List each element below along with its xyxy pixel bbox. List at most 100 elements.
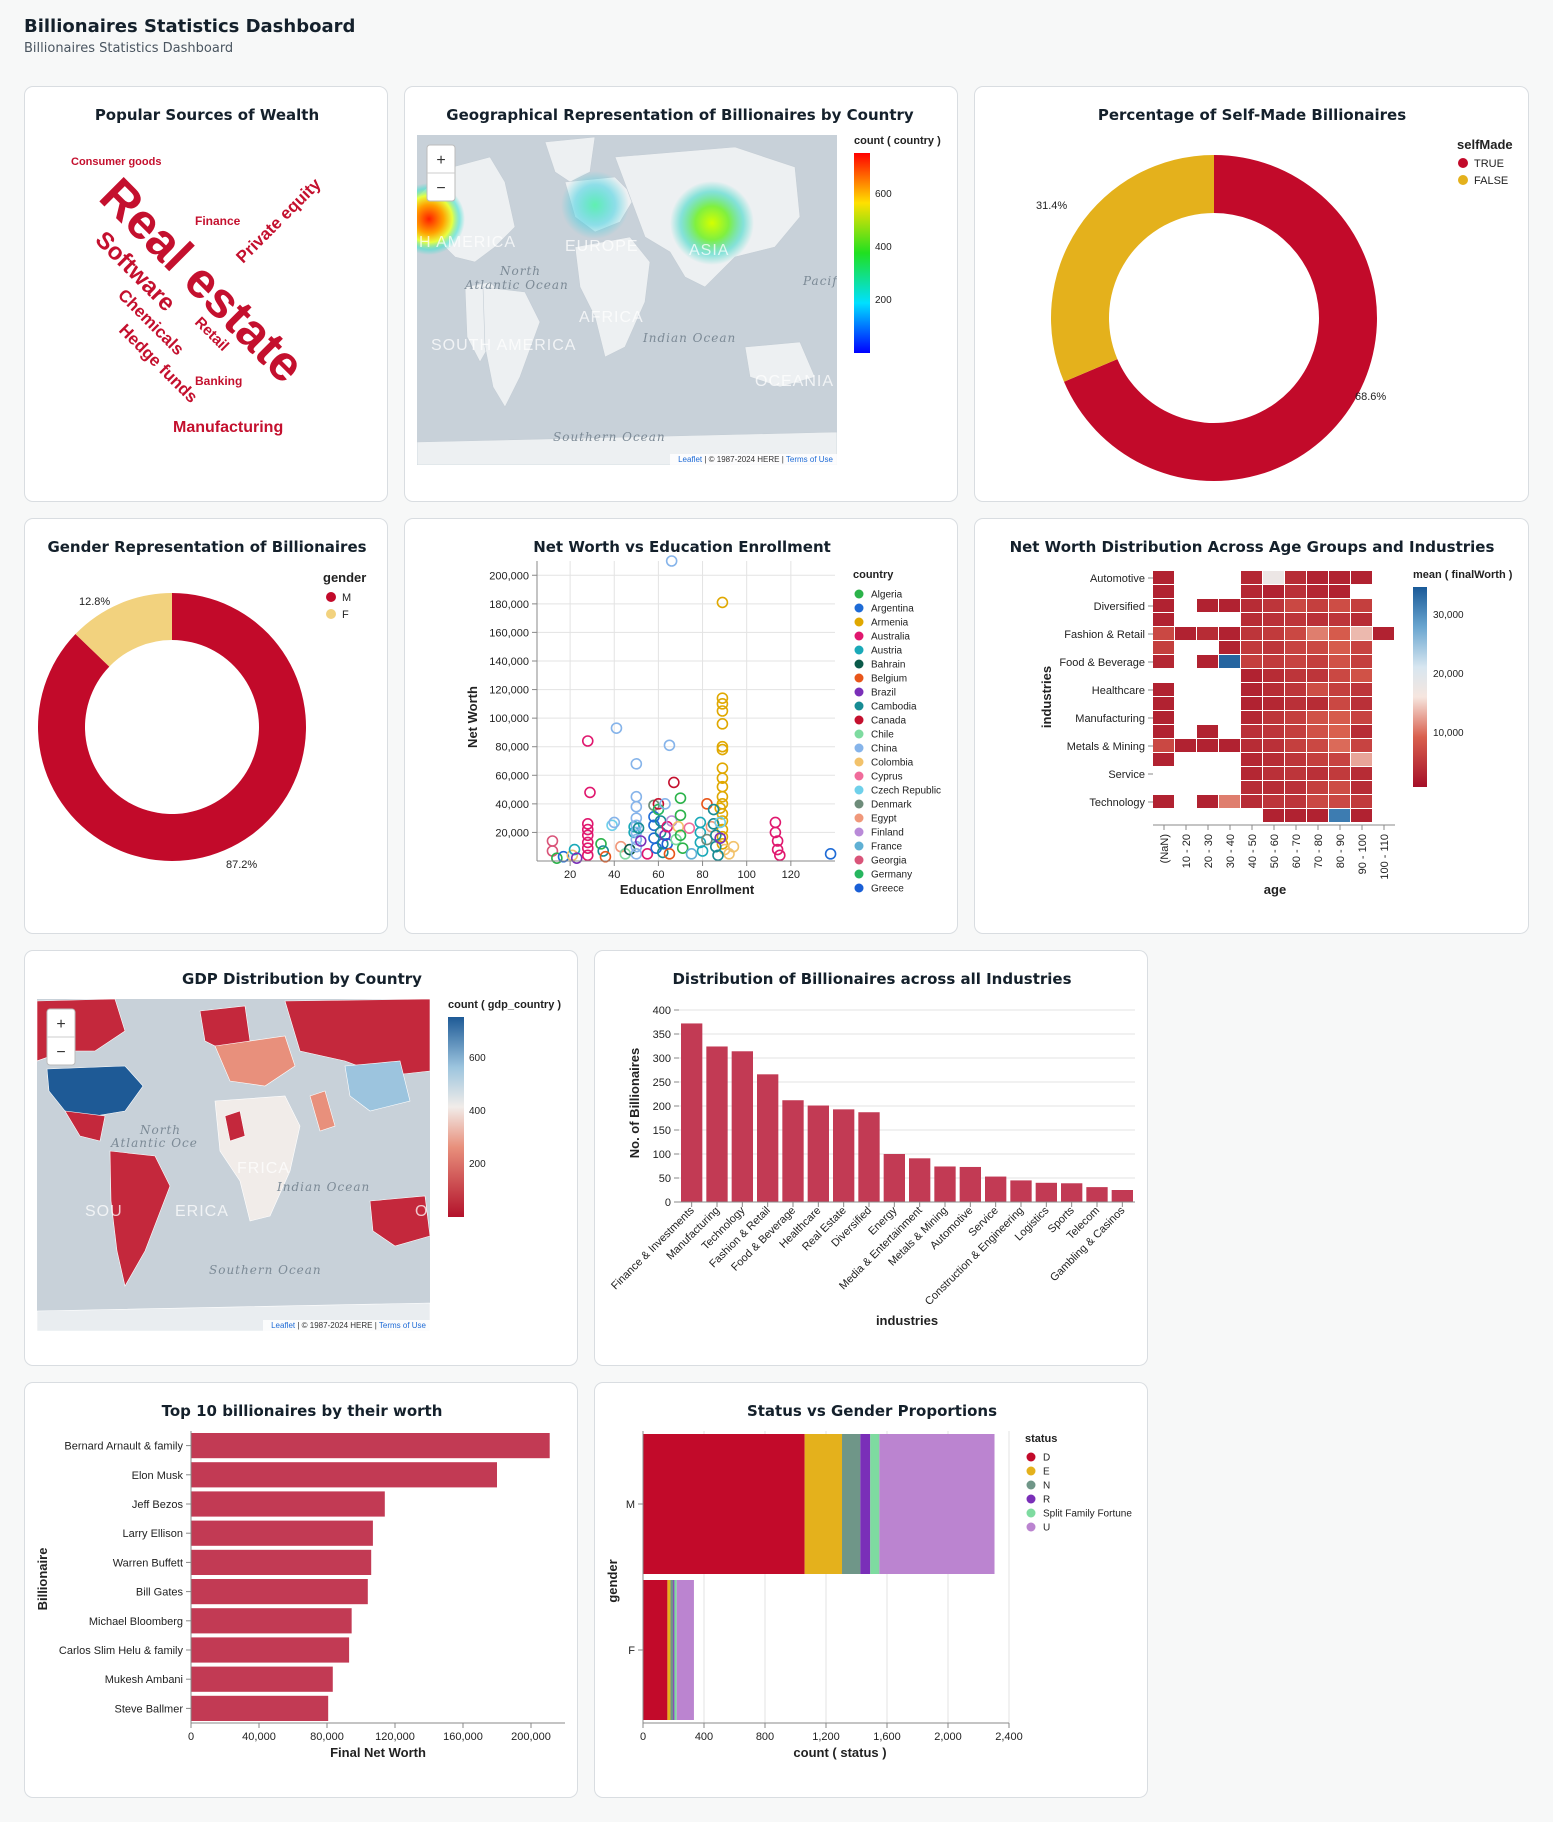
heatmap-cell[interactable] — [1307, 683, 1328, 696]
heatmap-map-canvas[interactable]: H AMERICA EUROPE ASIA AFRICA SOUTH AMERI… — [405, 135, 839, 465]
scatter-point[interactable] — [674, 792, 687, 804]
heatmap-cell[interactable] — [1153, 627, 1174, 640]
heatmap-cell[interactable] — [1153, 697, 1174, 710]
heatmap-cell[interactable] — [1241, 767, 1262, 780]
heatmap-cell[interactable] — [1307, 599, 1328, 612]
scatter-legend-item[interactable]: Georgia — [871, 856, 907, 867]
heatmap-cell[interactable] — [1329, 809, 1350, 822]
heatmap-cell[interactable] — [1307, 627, 1328, 640]
scatter-point[interactable] — [581, 829, 594, 842]
heatmap-cell[interactable] — [1285, 809, 1306, 822]
scatter-point[interactable] — [714, 816, 727, 829]
scatter-point[interactable] — [630, 819, 643, 832]
heatmap-cell[interactable] — [1329, 669, 1350, 682]
scatter-point[interactable] — [707, 803, 720, 816]
legend-true-label[interactable]: TRUE — [1474, 158, 1504, 170]
scatter-legend-item[interactable]: Austria — [871, 646, 903, 657]
status-bar-segment[interactable] — [842, 1434, 861, 1574]
heatmap-cell[interactable] — [1197, 599, 1218, 612]
heatmap-cell[interactable] — [1175, 739, 1196, 752]
heatmap-cell[interactable] — [1307, 795, 1328, 808]
heatmap-cell[interactable] — [1219, 599, 1240, 612]
scatter-legend-item[interactable]: France — [871, 842, 903, 853]
top10-bar[interactable] — [191, 1433, 550, 1459]
top10-bar[interactable] — [191, 1520, 373, 1546]
heatmap-cell[interactable] — [1263, 725, 1284, 738]
heatmap-cell[interactable] — [1175, 627, 1196, 640]
heatmap-cell[interactable] — [1351, 613, 1372, 626]
heatmap-cell[interactable] — [1263, 585, 1284, 598]
heatmap-cell[interactable] — [1329, 711, 1350, 724]
scatter-point[interactable] — [701, 798, 713, 810]
heatmap-cell[interactable] — [1329, 627, 1350, 640]
scatter-point[interactable] — [771, 843, 784, 856]
scatter-point[interactable] — [630, 848, 643, 860]
word-manufacturing[interactable]: Manufacturing — [173, 419, 283, 436]
heatmap-cell[interactable] — [1351, 809, 1372, 822]
heatmap-cell[interactable] — [1307, 571, 1328, 584]
status-bar-segment[interactable] — [804, 1434, 843, 1574]
heatmap-cell[interactable] — [1241, 753, 1262, 766]
scatter-point[interactable] — [657, 838, 669, 850]
top10-bar[interactable] — [191, 1549, 372, 1575]
heatmap-cell[interactable] — [1241, 613, 1262, 626]
top10-bar[interactable] — [191, 1666, 333, 1692]
heatmap-cell[interactable] — [1351, 599, 1372, 612]
heatmap-cell[interactable] — [1241, 711, 1262, 724]
status-bar-segment[interactable] — [670, 1580, 674, 1720]
heatmap-cell[interactable] — [1197, 655, 1218, 668]
heatmap-cell[interactable] — [1329, 795, 1350, 808]
heatmap-cell[interactable] — [1263, 627, 1284, 640]
heatmap-cell[interactable] — [1263, 613, 1284, 626]
status-legend-item[interactable]: N — [1043, 1481, 1050, 1492]
heatmap-cell[interactable] — [1263, 711, 1284, 724]
gender-slice-f[interactable] — [75, 593, 172, 667]
scatter-legend-item[interactable]: Finland — [871, 828, 904, 839]
industries-bar[interactable] — [934, 1166, 956, 1202]
top10-bar[interactable] — [191, 1462, 497, 1488]
heatmap-cell[interactable] — [1329, 781, 1350, 794]
scatter-point[interactable] — [683, 822, 696, 834]
scatter-point[interactable] — [652, 798, 665, 810]
heatmap-cell[interactable] — [1241, 585, 1262, 598]
heatmap-cell[interactable] — [1351, 711, 1372, 724]
heatmap-cell[interactable] — [1329, 683, 1350, 696]
heatmap-cell[interactable] — [1351, 641, 1372, 654]
gdp-map-canvas[interactable]: North Atlantic Oce FRICA Indian Ocean SO… — [37, 999, 430, 1331]
heatmap-cell[interactable] — [1329, 739, 1350, 752]
industries-bar[interactable] — [909, 1158, 931, 1202]
industries-bar[interactable] — [985, 1176, 1007, 1202]
scatter-point[interactable] — [716, 838, 729, 850]
scatter-point[interactable] — [824, 848, 837, 860]
heatmap-cell[interactable] — [1263, 697, 1284, 710]
scatter-point[interactable] — [632, 822, 645, 834]
heatmap-cell[interactable] — [1263, 599, 1284, 612]
heatmap-cell[interactable] — [1285, 571, 1306, 584]
heatmap-cell[interactable] — [1153, 613, 1174, 626]
heatmap-cell[interactable] — [1329, 599, 1350, 612]
heatmap-cell[interactable] — [1307, 809, 1328, 822]
scatter-point[interactable] — [597, 845, 610, 857]
heatmap-cell[interactable] — [1351, 795, 1372, 808]
heatmap-cell[interactable] — [1329, 585, 1350, 598]
industries-bar[interactable] — [731, 1051, 753, 1202]
heatmap-cell[interactable] — [1307, 753, 1328, 766]
scatter-point[interactable] — [599, 850, 612, 863]
scatter-legend-item[interactable]: Argentina — [871, 604, 914, 615]
scatter-legend-item[interactable]: Greece — [871, 884, 904, 895]
heatmap-cell[interactable] — [1351, 571, 1372, 584]
scatter-legend-item[interactable]: Cyprus — [871, 772, 903, 783]
scatter-legend-item[interactable]: China — [871, 744, 898, 755]
heatmap-cell[interactable] — [1197, 627, 1218, 640]
scatter-point[interactable] — [716, 705, 729, 717]
scatter-point[interactable] — [581, 836, 594, 849]
heatmap-cell[interactable] — [1241, 669, 1262, 682]
heatmap-cell[interactable] — [1351, 655, 1372, 668]
industries-bar[interactable] — [883, 1154, 905, 1202]
gdp-leaflet-link[interactable]: Leaflet — [271, 1321, 296, 1330]
terms-link[interactable]: Terms of Use — [786, 455, 834, 464]
scatter-point[interactable] — [694, 816, 707, 829]
scatter-point[interactable] — [630, 790, 643, 803]
gdp-zoom-out-button[interactable]: − — [56, 1044, 65, 1061]
status-legend-item[interactable]: Split Family Fortune — [1043, 1509, 1132, 1520]
